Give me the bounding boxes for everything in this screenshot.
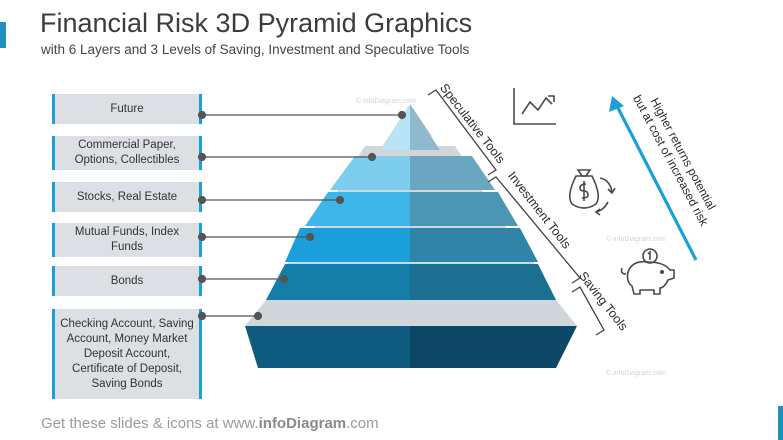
connector-dot-end-2 [367,152,377,162]
connector-dot-start-1 [197,110,207,120]
watermark: © infoDiagram.com [606,236,667,243]
pyramid-layer-1-side [410,104,440,150]
footer-prefix: Get these slides & icons at www. [41,415,259,432]
footer-brand: infoDiagram [258,415,347,432]
connector-dot-end-3 [335,195,345,205]
connector-dot-end-5 [279,274,289,284]
connector-dot-start-4 [197,232,207,242]
connector-dot-start-2 [197,152,207,162]
watermark: © infoDiagram.com [356,98,417,105]
slide-accent-bar-right [778,406,783,440]
pyramid-layer-6-front [245,326,410,368]
pyramid-layer-5-side [410,264,556,300]
bracket-speculative [427,89,497,176]
connector-dot-start-5 [197,274,207,284]
pyramid-layer-2-side [410,156,495,190]
pyramid-layer-2-front [330,156,410,190]
connector-dot-end-4 [305,232,315,242]
connector-dot-end-1 [397,110,407,120]
arrow-up-icon [609,96,698,261]
connector-dot-end-6 [253,311,263,321]
page-title: Financial Risk 3D Pyramid Graphics [40,8,473,38]
slide-accent-bar [0,22,6,48]
connector-dot-start-6 [197,311,207,321]
footer-suffix: .com [346,415,379,432]
label-checking-account: Checking Account, Saving Account, Money … [52,309,202,399]
money-bag-cycle-icon [568,169,616,216]
pyramid-layer-3-front [305,192,410,226]
label-stocks: Stocks, Real Estate [52,182,202,212]
footer-text: Get these slides & icons at www.infoDiag… [41,415,379,432]
label-commercial-paper: Commercial Paper, Options, Collectibles [52,136,202,170]
pyramid-layer-4-front [285,228,410,262]
connector-dot-start-3 [197,195,207,205]
page-subtitle: with 6 Layers and 3 Levels of Saving, In… [41,42,470,57]
line-chart-icon [513,88,556,125]
label-future: Future [52,94,202,124]
bracket-investment [487,176,581,284]
pyramid-layer-5-front [266,264,410,300]
label-bonds: Bonds [52,266,202,296]
watermark: © infoDiagram.com [606,370,667,377]
bracket-saving [571,286,605,336]
pyramid-layer-3-side [410,192,518,226]
pyramid-layer-4-side [410,228,538,262]
pyramid-slab-5-edge [266,300,410,312]
piggy-bank-icon [620,248,675,295]
pyramid-layer-6-side [410,326,577,368]
